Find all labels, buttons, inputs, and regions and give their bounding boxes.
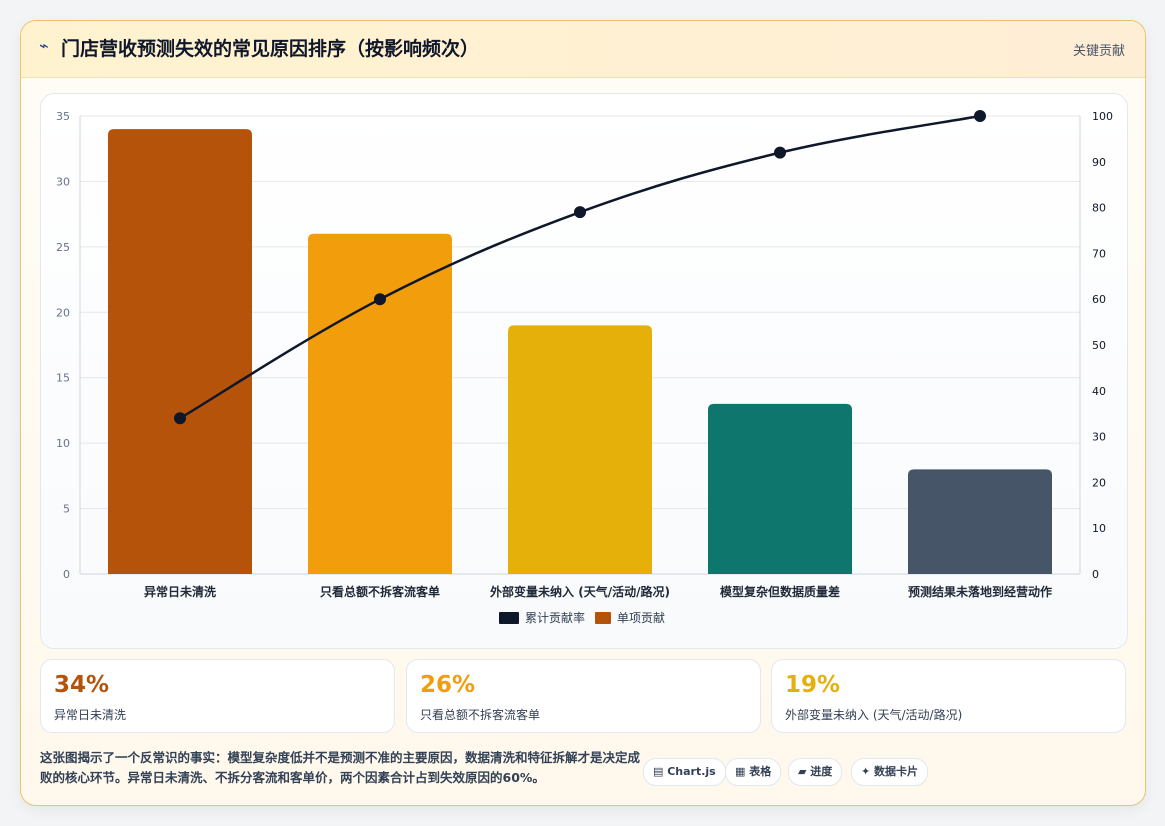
kpi-value: 26% [420,672,476,698]
legend-swatch [595,612,611,624]
y-left-tick-label: 25 [56,241,70,254]
y-right-tick-label: 0 [1092,568,1099,581]
y-right-tick-label: 10 [1092,522,1106,535]
x-tick-label: 模型复杂但数据质量差 [720,584,840,599]
y-left-tick-label: 30 [56,175,70,188]
legend-label: 单项贡献 [617,610,665,625]
y-left-tick-label: 20 [56,306,70,319]
y-left-tick-label: 0 [63,568,70,581]
cumulative-point [974,110,986,122]
kpi-value: 34% [54,672,110,698]
kpi-card-2: 26% 只看总额不拆客流客单 [406,659,761,733]
data-card-button[interactable]: ✦ 数据卡片 [851,758,929,786]
chart-panel: 0 5 10 15 20 25 30 35 0 10 20 30 40 50 60 70 80 90 100 异常日未… [40,93,1128,649]
bar [708,403,852,574]
progress-button[interactable]: ▰ 进度 [788,758,843,786]
chart-title: 门店营收预测失效的常见原因排序（按影响频次） [61,38,480,60]
cumulative-point [774,146,786,159]
legend-label: 累计贡献率 [525,610,585,625]
y-right-tick-label: 90 [1092,156,1106,169]
y-right-tick-label: 80 [1092,202,1106,215]
bar [908,469,1052,574]
cumulative-point [374,293,386,306]
bar [508,325,652,574]
y-right-tick-label: 100 [1092,110,1113,123]
insight-note: 这张图揭示了一个反常识的事实：模型复杂度低并不是预测不准的主要原因，数据清洗和特… [40,750,641,785]
bar [308,233,452,574]
y-right-tick-label: 60 [1092,293,1106,306]
kpi-label: 只看总额不拆客流客单 [420,708,541,722]
kpi-value: 19% [785,672,841,698]
legend-swatch [499,612,519,624]
card-header: ⌁ 门店营收预测失效的常见原因排序（按影响频次） 关键贡献 [21,21,1145,78]
table-button[interactable]: ▦ 表格 [725,758,782,786]
cumulative-point [174,412,186,425]
y-right-tick-label: 70 [1092,247,1106,260]
kpi-card-1: 34% 异常日未清洗 [40,659,395,733]
kpi-label: 异常日未清洗 [54,708,127,722]
y-left-tick-label: 15 [56,372,70,385]
y-right-tick-label: 30 [1092,431,1106,444]
header-tag: 关键贡献 [1072,44,1125,59]
x-tick-label: 异常日未清洗 [144,584,216,599]
y-right-tick-label: 50 [1092,339,1106,352]
kpi-card-3: 19% 外部变量未纳入 (天气/活动/路况) [771,659,1126,733]
x-tick-label: 外部变量未纳入 (天气/活动/路况) [490,584,670,599]
pareto-chart: 0 5 10 15 20 25 30 35 0 10 20 30 40 50 60 70 80 90 100 异常日未… [56,110,1113,625]
y-left-tick-label: 35 [56,110,70,123]
x-tick-label: 只看总额不拆客流客单 [320,584,440,599]
kpi-label: 外部变量未纳入 (天气/活动/路况) [785,708,963,722]
chartjs-button[interactable]: ▤ Chart.js [643,758,726,786]
lightning-icon: ⌁ [39,36,49,55]
x-tick-label: 预测结果未落地到经营动作 [908,584,1052,599]
y-left-tick-label: 5 [63,503,70,516]
cumulative-point [574,206,586,219]
y-left-tick-label: 10 [56,437,70,450]
y-right-tick-label: 40 [1092,385,1106,398]
y-right-tick-label: 20 [1092,476,1106,489]
bar [108,129,252,575]
report-card: ⌁ 门店营收预测失效的常见原因排序（按影响频次） 关键贡献 0 5 10 15 20 25… [20,20,1146,806]
